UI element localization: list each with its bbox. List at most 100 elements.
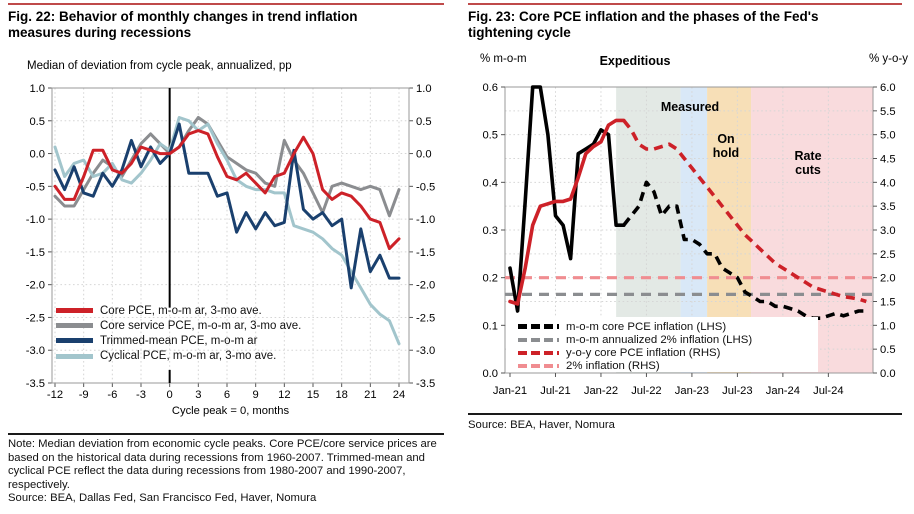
fig23-left-axis-unit: % m-o-m	[480, 53, 527, 65]
svg-text:Jan-22: Jan-22	[584, 385, 618, 397]
svg-text:-6: -6	[107, 389, 117, 401]
svg-text:-2.5: -2.5	[416, 312, 435, 324]
svg-text:-1.5: -1.5	[26, 247, 45, 259]
svg-text:24: 24	[393, 389, 405, 401]
svg-text:0.5: 0.5	[416, 116, 432, 128]
svg-text:1.0: 1.0	[29, 83, 45, 95]
legend-item-cyclical-pce: Cyclical PCE, m-o-m ar, 3-mo ave.	[56, 349, 301, 364]
svg-text:-3.5: -3.5	[26, 378, 45, 390]
svg-text:Jul-23: Jul-23	[722, 385, 752, 397]
fig22-chart: -12 -9 -6 -3 0 3 6 9 12 15 18 21 24 1.0 1.0 0.5 0.5 0.0 0.…	[26, 83, 436, 417]
svg-text:0.3: 0.3	[482, 225, 498, 237]
fig22-source: Source: BEA, Dallas Fed, San Francisco F…	[8, 492, 317, 505]
svg-text:-0.5: -0.5	[26, 181, 45, 193]
svg-text:12: 12	[278, 389, 290, 401]
svg-text:3.0: 3.0	[880, 225, 896, 237]
legend-label: 2% inflation (RHS)	[566, 360, 660, 373]
svg-text:-3.5: -3.5	[416, 378, 435, 390]
legend-label: Trimmed-mean PCE, m-o-m ar	[100, 334, 258, 347]
svg-text:2.5: 2.5	[880, 249, 896, 261]
fig23-panel: Fig. 23: Core PCE inflation and the phas…	[458, 0, 914, 514]
svg-text:1.5: 1.5	[880, 297, 896, 309]
svg-text:0.0: 0.0	[880, 368, 896, 380]
svg-text:-3.0: -3.0	[26, 345, 45, 357]
svg-text:-1.0: -1.0	[416, 214, 435, 226]
source-divider	[468, 413, 902, 415]
svg-text:-12: -12	[47, 389, 63, 401]
svg-text:4.5: 4.5	[880, 154, 896, 166]
svg-text:0.5: 0.5	[880, 344, 896, 356]
svg-text:0: 0	[167, 389, 173, 401]
phase-label-on-hold: On hold	[712, 132, 740, 160]
svg-text:0.2: 0.2	[482, 273, 498, 285]
svg-text:Jan-24: Jan-24	[766, 385, 800, 397]
core-service-pce-line-swatch	[56, 323, 93, 329]
mom-2pct-line-swatch	[518, 337, 559, 342]
svg-text:3: 3	[195, 389, 201, 401]
legend-item-mom-core-pce: m-o-m core PCE inflation (LHS)	[518, 320, 818, 333]
svg-text:6: 6	[224, 389, 230, 401]
legend-item-trimmed-mean-pce: Trimmed-mean PCE, m-o-m ar	[56, 333, 301, 348]
svg-text:0.4: 0.4	[482, 177, 498, 189]
phase-label-measured: Measured	[660, 100, 720, 114]
svg-text:-1.5: -1.5	[416, 247, 435, 259]
fig22-title: Fig. 22: Behavior of monthly changes in …	[8, 9, 358, 40]
svg-text:Cycle peak = 0, months: Cycle peak = 0, months	[172, 405, 290, 417]
svg-text:-1.0: -1.0	[26, 214, 45, 226]
fig23-legend: m-o-m core PCE inflation (LHS) m-o-m ann…	[506, 317, 818, 372]
fig22-note: Note: Median deviation from economic cyc…	[8, 438, 437, 491]
svg-text:0.0: 0.0	[416, 149, 432, 161]
fig22-legend: Core PCE, m-o-m ar, 3-mo ave. Core servi…	[56, 303, 301, 364]
svg-text:1.0: 1.0	[880, 320, 896, 332]
legend-label: y-o-y core PCE inflation (RHS)	[566, 346, 721, 359]
yoy-core-pce-line-swatch	[518, 350, 559, 355]
svg-text:21: 21	[364, 389, 376, 401]
fig23-source: Source: BEA, Haver, Nomura	[468, 419, 615, 431]
cyclical-pce-line-swatch	[56, 353, 93, 359]
fig23-chart: 0.6 0.5 0.4 0.3 0.2 0.1 0.0 6.0 5.5 5.0 4.5 4.0 3.5 3…	[482, 82, 896, 397]
svg-text:9: 9	[253, 389, 259, 401]
svg-text:0.5: 0.5	[29, 116, 45, 128]
svg-text:-3.0: -3.0	[416, 345, 435, 357]
svg-text:4.0: 4.0	[880, 177, 896, 189]
svg-text:3.5: 3.5	[880, 201, 896, 213]
svg-text:2.0: 2.0	[880, 273, 896, 285]
svg-text:0.1: 0.1	[482, 320, 498, 332]
phase-label-expeditious: Expeditious	[599, 54, 671, 68]
top-rule	[8, 3, 444, 5]
svg-text:5.0: 5.0	[880, 130, 896, 142]
note-divider	[8, 433, 444, 435]
fig22-panel: Fig. 22: Behavior of monthly changes in …	[8, 3, 444, 505]
svg-text:0.5: 0.5	[482, 130, 498, 142]
top-rule	[468, 3, 902, 5]
fig23-title: Fig. 23: Core PCE inflation and the phas…	[468, 9, 819, 40]
svg-text:0.6: 0.6	[482, 82, 498, 94]
svg-text:-9: -9	[79, 389, 89, 401]
svg-text:Jan-21: Jan-21	[493, 385, 527, 397]
svg-text:0.0: 0.0	[29, 149, 45, 161]
legend-label: m-o-m annualized 2% inflation (LHS)	[566, 333, 753, 346]
svg-text:15: 15	[307, 389, 319, 401]
svg-text:Jan-23: Jan-23	[675, 385, 709, 397]
svg-text:-2.5: -2.5	[26, 312, 45, 324]
svg-text:Jul-24: Jul-24	[813, 385, 843, 397]
svg-text:0.0: 0.0	[482, 368, 498, 380]
legend-label: Cyclical PCE, m-o-m ar, 3-mo ave.	[100, 350, 277, 363]
core-pce-line-swatch	[56, 308, 93, 314]
legend-item-2pct-rhs: 2% inflation (RHS)	[518, 360, 818, 373]
mom-core-pce-line-swatch	[518, 324, 559, 330]
trimmed-mean-pce-line-swatch	[56, 338, 93, 344]
legend-label: m-o-m core PCE inflation (LHS)	[566, 320, 727, 333]
svg-text:Jul-21: Jul-21	[540, 385, 570, 397]
phase-label-rate-cuts: Rate cuts	[794, 149, 822, 177]
legend-item-yoy-core-pce: y-o-y core PCE inflation (RHS)	[518, 346, 818, 359]
legend-item-core-pce: Core PCE, m-o-m ar, 3-mo ave.	[56, 303, 301, 318]
svg-text:18: 18	[335, 389, 347, 401]
legend-item-core-service-pce: Core service PCE, m-o-m ar, 3-mo ave.	[56, 318, 301, 333]
legend-item-mom-2pct: m-o-m annualized 2% inflation (LHS)	[518, 333, 818, 346]
svg-text:1.0: 1.0	[416, 83, 432, 95]
svg-text:-0.5: -0.5	[416, 181, 435, 193]
legend-label: Core PCE, m-o-m ar, 3-mo ave.	[100, 304, 262, 317]
svg-text:5.5: 5.5	[880, 106, 896, 118]
